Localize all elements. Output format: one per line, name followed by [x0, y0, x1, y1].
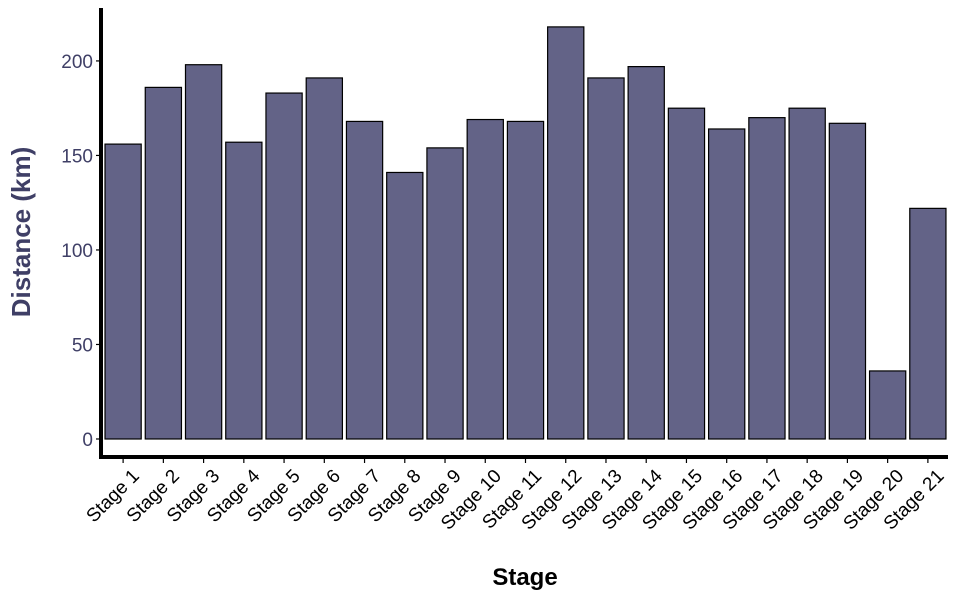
bar-stage-1 — [104, 143, 142, 440]
bars-group — [104, 26, 947, 440]
bar-stage-20 — [868, 370, 907, 440]
bar-stage-10 — [466, 118, 504, 440]
bar-stage-5 — [265, 92, 303, 440]
y-tick-label: 0 — [82, 430, 93, 451]
bar-stage-7 — [345, 120, 384, 440]
bar-stage-16 — [707, 128, 746, 440]
bar-stage-2 — [144, 86, 183, 440]
bar-stage-18 — [788, 107, 826, 440]
bar-stage-8 — [386, 171, 424, 440]
y-tick-label: 50 — [72, 335, 93, 356]
bar-stage-12 — [547, 26, 585, 440]
bar-stage-6 — [305, 77, 344, 440]
bar-stage-17 — [748, 117, 786, 440]
y-tick-label: 150 — [61, 146, 93, 167]
bar-stage-15 — [667, 107, 706, 440]
bar-stage-19 — [828, 122, 867, 440]
bar-stage-3 — [184, 64, 223, 440]
bar-stage-14 — [627, 65, 665, 440]
y-axis-title: Distance (km) — [6, 147, 36, 318]
bar-stage-13 — [587, 77, 625, 440]
y-tick-label: 200 — [61, 52, 93, 73]
bar-stage-9 — [426, 147, 464, 440]
bar-stage-4 — [225, 141, 263, 440]
x-axis-title: Stage — [492, 564, 557, 591]
y-axis-ticks: 0 50 100 150 200 — [61, 52, 102, 451]
bar-stage-11 — [506, 120, 545, 440]
bar-stage-21 — [909, 207, 947, 440]
y-tick-label: 100 — [61, 241, 93, 262]
